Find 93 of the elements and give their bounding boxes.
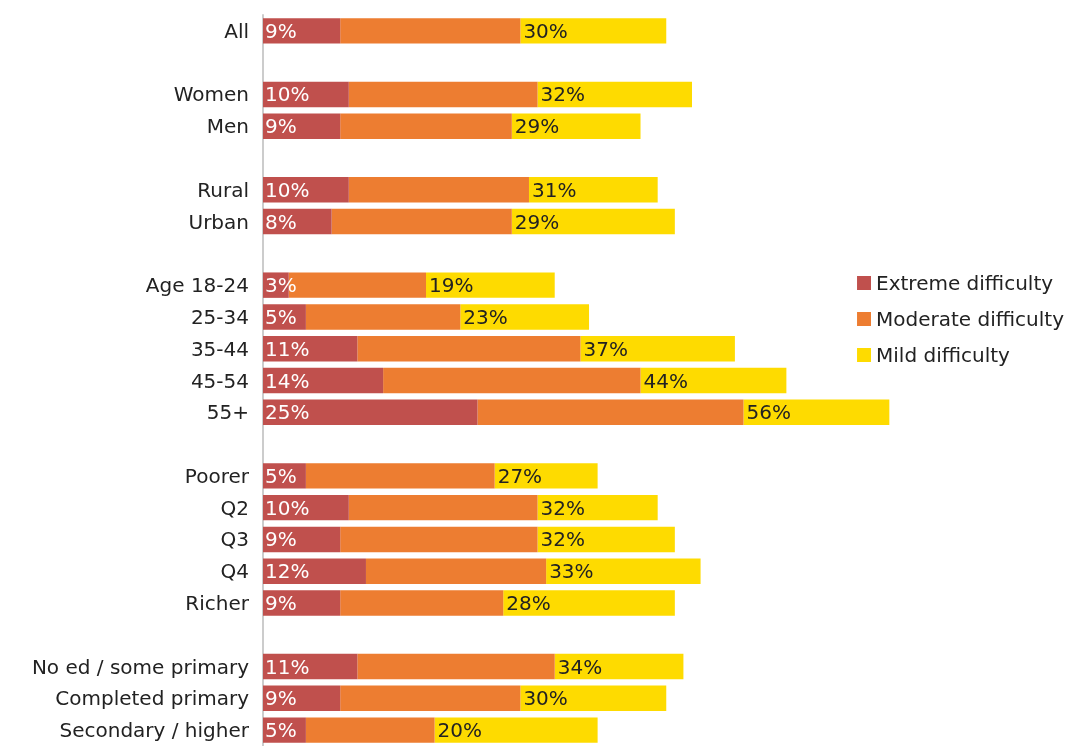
y-tick-label: 35-44 <box>190 336 249 361</box>
y-tick-label: Rural <box>197 177 249 202</box>
y-tick-label: Q4 <box>220 559 249 584</box>
y-tick-label: 45-54 <box>190 368 249 393</box>
bar <box>340 113 512 139</box>
data-label: 11% <box>265 654 310 679</box>
y-tick-label: Q3 <box>220 527 249 552</box>
bar <box>503 590 675 616</box>
annotation: 30% <box>523 18 568 43</box>
data-label: 14% <box>265 368 310 393</box>
data-label: 10% <box>265 495 310 520</box>
legend-label: Extreme difficulty <box>876 271 1054 295</box>
bar <box>520 18 667 44</box>
bar <box>348 81 538 108</box>
annotation: 31% <box>531 177 577 202</box>
y-tick-label: Secondary / higher <box>59 718 250 743</box>
bar <box>263 558 366 584</box>
annotation: 23% <box>463 304 508 329</box>
bar <box>528 177 658 203</box>
data-label: 9% <box>265 590 297 615</box>
data-label: 12% <box>265 559 310 584</box>
bar <box>305 463 495 489</box>
bar <box>365 558 547 584</box>
bar <box>434 717 598 743</box>
annotation: 34% <box>557 654 603 679</box>
y-tick-label: Richer <box>185 590 250 615</box>
annotation: 32% <box>540 527 586 552</box>
annotation: 30% <box>523 686 568 711</box>
annotation: 56% <box>746 400 791 425</box>
bar <box>357 336 581 362</box>
bar <box>340 526 538 553</box>
bar <box>305 304 461 330</box>
bar <box>348 494 538 521</box>
data-label: 9% <box>265 18 297 43</box>
data-label: 5% <box>265 718 297 743</box>
bar <box>340 18 521 44</box>
y-tick-label: Age 18-24 <box>145 273 249 298</box>
bar <box>263 399 478 425</box>
bar <box>357 653 555 680</box>
y-tick-label: Completed primary <box>55 686 250 711</box>
data-label: 11% <box>265 336 310 361</box>
annotation: 32% <box>540 495 586 520</box>
data-label: 10% <box>265 82 310 107</box>
legend-label: Moderate difficulty <box>876 307 1065 331</box>
y-tick-label: No ed / some primary <box>31 654 250 679</box>
bar <box>520 685 667 712</box>
bar <box>305 717 435 743</box>
annotation: 29% <box>514 114 560 139</box>
data-label: 25% <box>265 400 310 425</box>
data-label: 8% <box>265 209 297 234</box>
data-label: 9% <box>265 114 297 139</box>
bar <box>460 304 590 330</box>
y-tick-label: All <box>224 18 249 43</box>
y-tick-label: Poorer <box>184 463 250 488</box>
bar <box>537 526 675 553</box>
data-label: 10% <box>265 177 310 202</box>
data-label: 3% <box>265 273 297 298</box>
annotation: 27% <box>497 463 543 488</box>
bar <box>331 208 512 235</box>
annotation: 29% <box>514 209 560 234</box>
bar <box>546 558 701 584</box>
bar <box>348 177 529 203</box>
bar <box>494 463 598 489</box>
annotation: 28% <box>506 590 551 615</box>
annotation: 19% <box>429 273 474 298</box>
y-tick-label: Urban <box>188 209 249 234</box>
bar <box>426 272 555 298</box>
y-tick-label: 55+ <box>206 400 249 425</box>
y-tick-label: 25-34 <box>190 304 249 329</box>
annotation: 37% <box>583 336 628 361</box>
annotation: 20% <box>437 718 483 743</box>
bar <box>263 590 341 616</box>
bar <box>511 208 675 235</box>
bar <box>340 590 504 616</box>
bar <box>537 81 692 108</box>
annotation: 32% <box>540 82 586 107</box>
bar <box>263 18 341 44</box>
bar <box>477 399 744 425</box>
bar <box>640 367 787 394</box>
bar <box>383 367 641 394</box>
bar <box>580 336 735 362</box>
data-label: 9% <box>265 527 297 552</box>
bar <box>743 399 890 425</box>
data-label: 9% <box>265 686 297 711</box>
data-label: 5% <box>265 463 297 488</box>
data-label: 5% <box>265 304 297 329</box>
bar <box>340 685 521 712</box>
annotation: 44% <box>643 368 688 393</box>
y-tick-label: Q2 <box>220 495 249 520</box>
y-tick-label: Women <box>173 82 249 107</box>
legend-label: Mild difficulty <box>876 343 1011 367</box>
y-tick-label: Men <box>206 114 249 139</box>
annotation: 33% <box>549 559 594 584</box>
